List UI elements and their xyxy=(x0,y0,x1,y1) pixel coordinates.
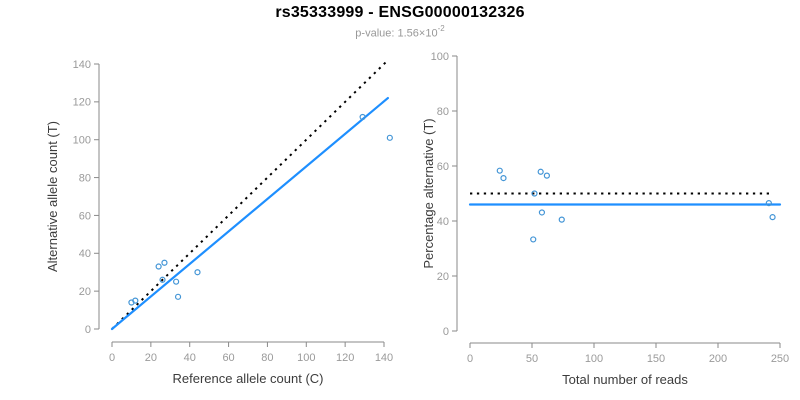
data-point xyxy=(132,297,139,304)
data-point xyxy=(173,278,180,285)
data-point xyxy=(500,175,507,182)
data-point xyxy=(543,172,550,179)
y-tick-label: 40 xyxy=(437,216,449,228)
scatter-plot-counts: 0 20 40 60 80 100 120 140 0 20 40 60 80 100 120 140 Refe… xyxy=(45,59,393,386)
x-tick-label: 100 xyxy=(297,352,315,364)
y-axis-title: Alternative allele count (T) xyxy=(45,121,60,272)
x-tick-label: 50 xyxy=(526,353,538,365)
x-tick-label: 60 xyxy=(222,352,234,364)
y-tick-label: 20 xyxy=(437,271,449,283)
data-point xyxy=(531,190,538,197)
x-tick-label: 140 xyxy=(375,352,393,364)
x-tick-label: 40 xyxy=(184,352,196,364)
x-tick-label: 0 xyxy=(109,352,115,364)
scatter-plot-percentage: 0 20 40 60 80 100 0 50 100 150 200 250 Total number … xyxy=(421,51,789,387)
data-point xyxy=(174,293,182,300)
data-point xyxy=(558,216,565,223)
x-tick-label: 80 xyxy=(261,352,273,364)
y-tick-label: 100 xyxy=(431,51,449,63)
fit-line xyxy=(110,96,389,331)
data-point xyxy=(386,134,393,141)
x-tick-label: 120 xyxy=(336,352,354,364)
y-tick-label: 0 xyxy=(85,324,91,336)
y-tick-label: 20 xyxy=(79,286,91,298)
y-axis-title: Percentage alternative (T) xyxy=(421,118,436,268)
y-tick-label: 80 xyxy=(79,172,91,184)
y-tick-label: 40 xyxy=(79,248,91,260)
pvalue-mantissa: 1.56×10 xyxy=(397,27,438,40)
x-tick-label: 250 xyxy=(771,353,789,365)
pvalue-exponent: -2 xyxy=(437,24,445,33)
data-point xyxy=(538,209,546,216)
data-point xyxy=(765,200,772,207)
y-tick-label: 120 xyxy=(73,97,91,109)
x-tick-label: 200 xyxy=(709,353,727,365)
x-axis-title: Reference allele count (C) xyxy=(172,371,323,386)
y-tick-label: 140 xyxy=(73,59,91,71)
y-tick-label: 60 xyxy=(79,210,91,222)
data-point xyxy=(161,259,168,266)
data-point xyxy=(530,236,537,243)
x-tick-label: 20 xyxy=(145,352,157,364)
x-tick-label: 0 xyxy=(467,353,473,365)
pvalue-prefix: p-value: xyxy=(355,27,398,40)
data-point xyxy=(496,167,503,174)
data-point xyxy=(537,168,544,175)
y-tick-label: 0 xyxy=(443,326,449,338)
y-tick-label: 100 xyxy=(73,135,91,147)
plot-title: rs35333999 - ENSG00000132326 xyxy=(275,4,525,21)
data-point xyxy=(194,269,201,276)
data-point xyxy=(359,113,366,121)
x-tick-label: 150 xyxy=(647,353,665,365)
x-axis-title: Total number of reads xyxy=(562,372,688,387)
y-tick-label: 80 xyxy=(437,106,449,118)
data-point xyxy=(159,276,166,283)
data-point xyxy=(155,263,162,270)
data-point xyxy=(769,214,776,221)
x-tick-label: 100 xyxy=(585,353,603,365)
y-tick-label: 60 xyxy=(437,161,449,173)
plot-subtitle: p-value: 1.56×10-2 xyxy=(0,24,800,40)
identity-line xyxy=(111,59,389,330)
